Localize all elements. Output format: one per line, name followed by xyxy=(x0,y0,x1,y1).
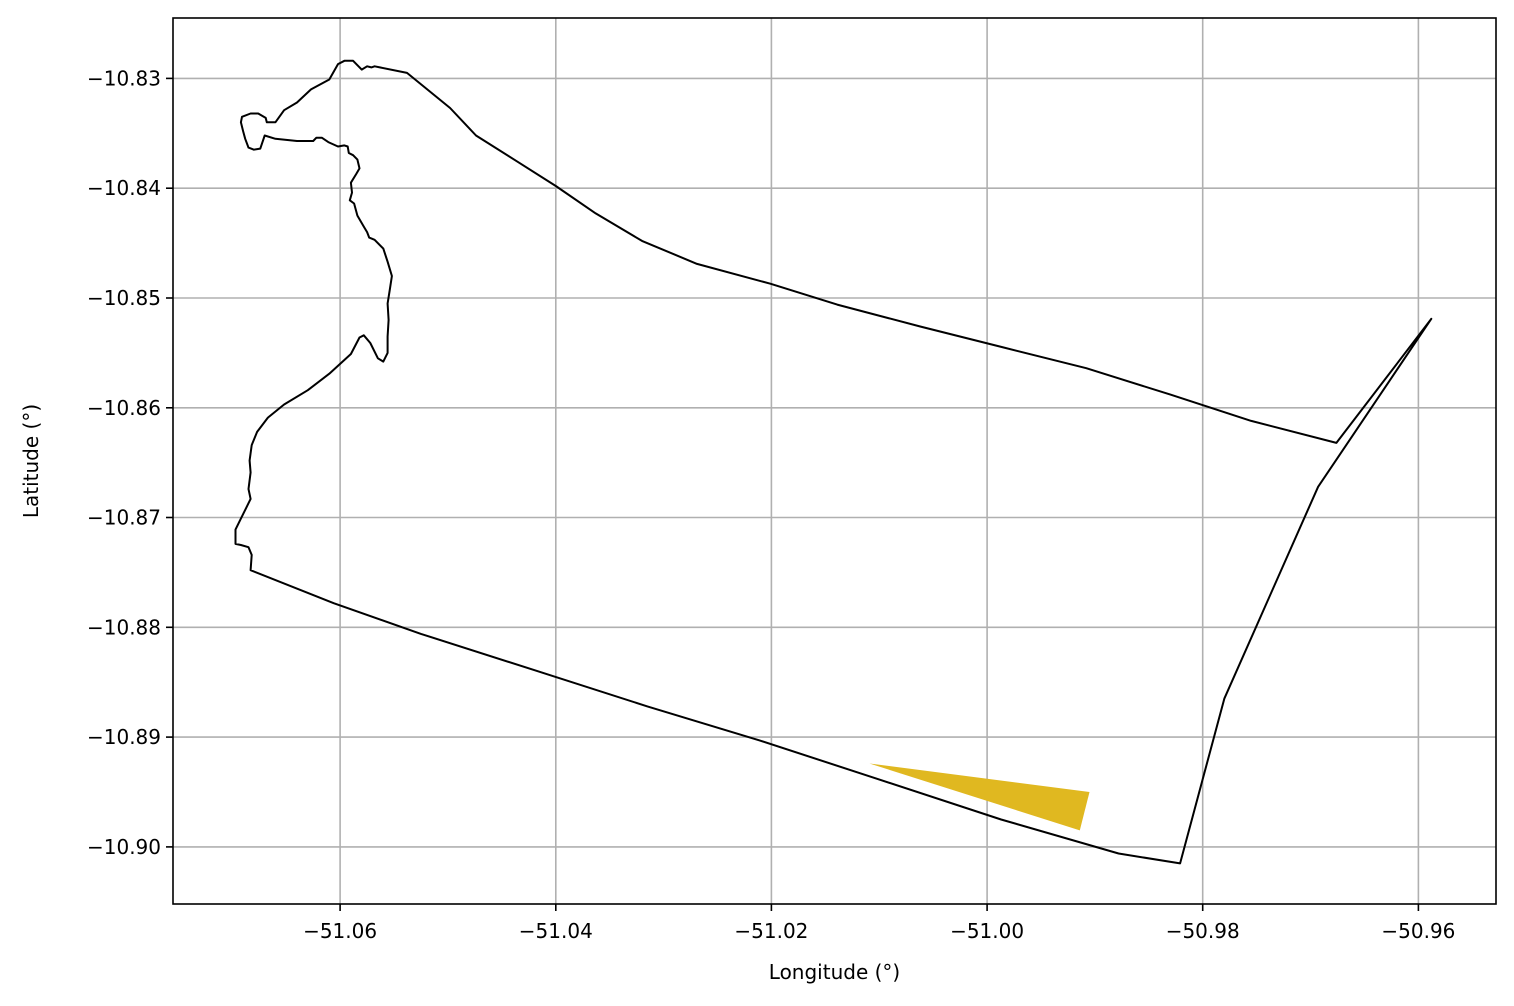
gridlines xyxy=(173,18,1496,904)
y-tick-label: −10.88 xyxy=(87,615,161,639)
y-tick-label: −10.86 xyxy=(87,396,161,420)
y-tick-label: −10.85 xyxy=(87,286,161,310)
map-shapes xyxy=(234,59,1433,865)
x-tick-label: −51.00 xyxy=(950,919,1024,943)
axis-ticks: −51.06 −51.04 −51.02 −51.00 −50.98 −50.96 −10.… xyxy=(87,66,1455,943)
plot-frame xyxy=(172,17,1497,905)
x-tick-label: −50.96 xyxy=(1381,919,1455,943)
x-tick-label: −51.02 xyxy=(734,919,808,943)
y-tick-label: −10.90 xyxy=(87,835,161,859)
y-tick-label: −10.89 xyxy=(87,725,161,749)
highlight-area xyxy=(869,763,1090,831)
y-tick-label: −10.84 xyxy=(87,176,161,200)
y-tick-label: −10.87 xyxy=(87,506,161,530)
y-tick-label: −10.83 xyxy=(87,66,161,90)
x-tick-label: −51.06 xyxy=(303,919,377,943)
y-axis-label: Latitude (°) xyxy=(19,404,43,518)
region-boundary xyxy=(234,59,1433,865)
x-tick-label: −51.04 xyxy=(519,919,593,943)
x-axis-label: Longitude (°) xyxy=(769,960,900,984)
x-tick-label: −50.98 xyxy=(1166,919,1240,943)
